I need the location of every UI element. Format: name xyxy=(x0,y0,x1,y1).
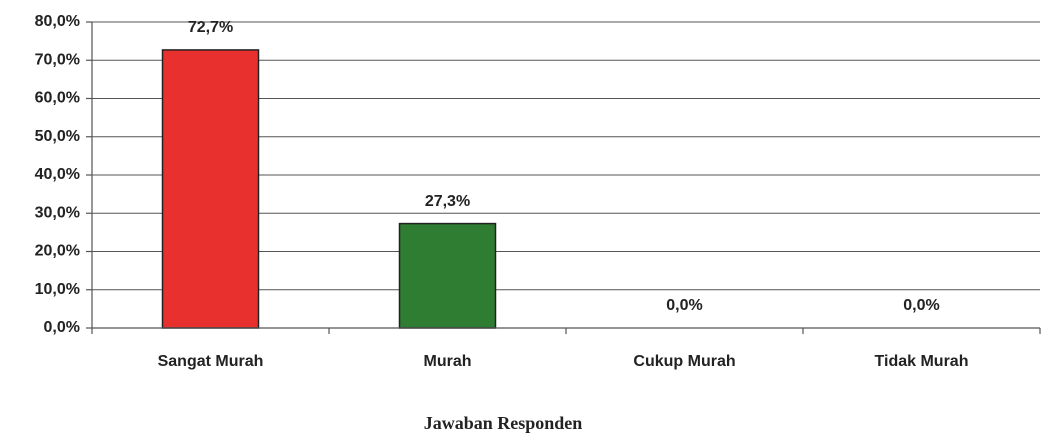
x-tick-label: Cukup Murah xyxy=(633,353,735,370)
y-tick-label: 80,0% xyxy=(35,13,80,30)
value-label: 72,7% xyxy=(188,19,233,36)
value-label: 27,3% xyxy=(425,193,470,210)
value-label: 0,0% xyxy=(666,297,702,314)
y-tick-label: 30,0% xyxy=(35,204,80,221)
bar xyxy=(161,49,260,329)
bar xyxy=(398,222,497,329)
x-axis-label: Jawaban Responden xyxy=(424,413,583,433)
y-tick-label: 50,0% xyxy=(35,128,80,145)
y-tick-label: 10,0% xyxy=(35,281,80,298)
x-tick-label: Sangat Murah xyxy=(158,353,264,370)
y-tick-label: 20,0% xyxy=(35,243,80,260)
y-tick-label: 40,0% xyxy=(35,166,80,183)
value-label: 0,0% xyxy=(903,297,939,314)
y-tick-label: 70,0% xyxy=(35,51,80,68)
x-tick-label: Tidak Murah xyxy=(875,353,969,370)
y-tick-label: 0,0% xyxy=(44,319,80,336)
x-tick-label: Murah xyxy=(424,353,472,370)
y-tick-label: 60,0% xyxy=(35,90,80,107)
